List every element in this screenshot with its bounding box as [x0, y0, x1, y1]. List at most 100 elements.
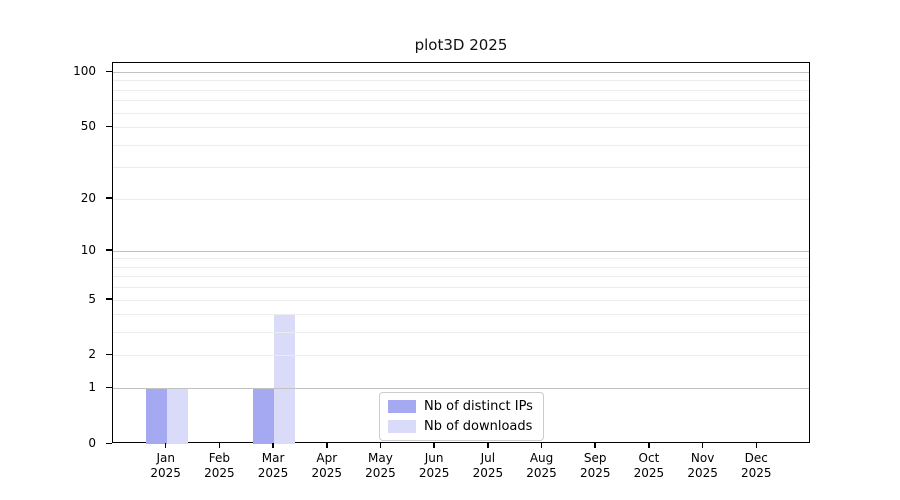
x-tick-mark-jul [487, 443, 489, 448]
gridline-y-5 [113, 299, 809, 301]
y-tick-label-50: 50 [80, 119, 96, 134]
gridline-y-6 [113, 287, 809, 289]
gridline-y-30 [113, 167, 809, 169]
gridline-y-3 [113, 332, 809, 334]
x-tick-label-oct: Oct 2025 [614, 451, 684, 481]
x-tick-label-mar: Mar 2025 [238, 451, 308, 481]
x-tick-mark-apr [326, 443, 328, 448]
x-tick-year: 2025 [257, 466, 289, 480]
bar-nb-of-downloads-jan-2025 [166, 388, 188, 444]
x-tick-month: Aug [529, 451, 554, 465]
legend-swatch-downloads [388, 420, 416, 433]
x-tick-year: 2025 [633, 466, 665, 480]
gridline-y-1 [113, 388, 809, 390]
x-tick-month: May [368, 451, 393, 465]
x-tick-mark-jun [433, 443, 435, 448]
x-tick-mark-dec [755, 443, 758, 448]
x-tick-mark-may [379, 443, 382, 448]
x-tick-month: Nov [690, 451, 715, 465]
gridline-y-8 [113, 266, 809, 268]
gridline-y-20 [113, 198, 809, 200]
x-tick-month: Mar [261, 451, 285, 465]
y-tick-mark-100 [106, 70, 112, 73]
gridline-y-4 [113, 314, 809, 316]
x-tick-label-may: May 2025 [345, 451, 415, 481]
gridline-y-7 [113, 276, 809, 278]
gridline-y-100 [113, 72, 809, 74]
x-tick-label-jun: Jun 2025 [399, 451, 469, 481]
x-tick-year: 2025 [741, 466, 772, 480]
grid-layer [113, 63, 809, 442]
x-tick-label-jul: Jul 2025 [453, 451, 523, 481]
x-axis: Jan 2025 Feb 2025 Mar 2025 Apr 2025 May 2025 Jun 20… [112, 443, 810, 498]
x-tick-label-jan: Jan 2025 [131, 451, 201, 481]
x-tick-year: 2025 [150, 466, 181, 480]
y-tick-label-10: 10 [80, 242, 96, 257]
bars-layer [113, 63, 809, 444]
gridline-y-80 [113, 89, 809, 91]
y-tick-label-100: 100 [73, 64, 96, 79]
y-tick-mark-10 [106, 249, 112, 251]
x-tick-year: 2025 [472, 466, 504, 480]
y-tick-mark-20 [106, 197, 112, 199]
y-tick-label-0: 0 [88, 436, 96, 450]
legend-swatch-distinct-ips [388, 400, 416, 413]
gridline-y-50 [113, 127, 809, 129]
gridline-y-90 [113, 80, 809, 82]
y-tick-mark-1 [106, 386, 112, 389]
x-tick-month: Oct [638, 451, 660, 465]
x-tick-label-aug: Aug 2025 [507, 451, 577, 481]
x-tick-year: 2025 [418, 466, 450, 480]
x-tick-mark-feb [218, 443, 221, 448]
x-tick-month: Jun [424, 451, 444, 465]
gridline-y-40 [113, 144, 809, 146]
x-tick-year: 2025 [526, 466, 557, 480]
gridline-y-2 [113, 355, 809, 357]
y-tick-label-1: 1 [88, 380, 96, 395]
x-tick-month: Apr [316, 451, 338, 465]
y-tick-label-5: 5 [88, 291, 96, 306]
bar-nb-of-distinct-ips-jan-2025 [145, 388, 167, 444]
x-tick-year: 2025 [311, 466, 343, 480]
gridline-y-9 [113, 258, 809, 260]
x-tick-month: Feb [208, 451, 230, 465]
x-tick-month: Sep [583, 451, 607, 465]
legend: Nb of distinct IPs Nb of downloads [379, 392, 544, 441]
x-tick-month: Dec [744, 451, 768, 465]
y-tick-mark-0 [106, 442, 112, 444]
legend-entry-downloads: Nb of downloads [388, 419, 533, 434]
x-tick-label-dec: Dec 2025 [721, 451, 791, 481]
y-tick-mark-50 [106, 125, 112, 128]
y-tick-label-2: 2 [88, 347, 96, 362]
x-tick-month: Jul [480, 451, 496, 465]
legend-label-downloads: Nb of downloads [424, 419, 533, 434]
y-axis: 0 1 2 5 10 20 50 100 [0, 62, 112, 450]
x-tick-year: 2025 [365, 466, 396, 480]
gridline-y-70 [113, 100, 809, 102]
legend-label-distinct-ips: Nb of distinct IPs [424, 399, 533, 414]
x-tick-mark-mar [272, 443, 274, 448]
plot-area: Nb of distinct IPs Nb of downloads [112, 62, 810, 444]
y-tick-mark-5 [106, 298, 112, 300]
chart-title: plot3D 2025 [414, 36, 508, 54]
gridline-y-10 [113, 250, 809, 252]
x-tick-label-feb: Feb 2025 [184, 451, 254, 481]
x-tick-mark-nov [701, 443, 704, 448]
x-tick-year: 2025 [687, 466, 718, 480]
x-tick-mark-jan [164, 443, 167, 448]
x-tick-year: 2025 [204, 466, 235, 480]
x-tick-mark-aug [540, 443, 543, 448]
gridline-y-60 [113, 112, 809, 114]
x-tick-label-nov: Nov 2025 [668, 451, 738, 481]
x-tick-mark-oct [648, 443, 650, 448]
x-tick-month: Jan [156, 451, 175, 465]
y-tick-mark-2 [106, 353, 112, 356]
bar-nb-of-downloads-mar-2025 [274, 314, 296, 444]
x-tick-mark-sep [594, 443, 596, 448]
x-tick-label-sep: Sep 2025 [560, 451, 630, 481]
bar-nb-of-distinct-ips-mar-2025 [253, 388, 275, 444]
x-tick-year: 2025 [579, 466, 611, 480]
y-tick-label-20: 20 [80, 190, 96, 205]
x-tick-label-apr: Apr 2025 [292, 451, 362, 481]
